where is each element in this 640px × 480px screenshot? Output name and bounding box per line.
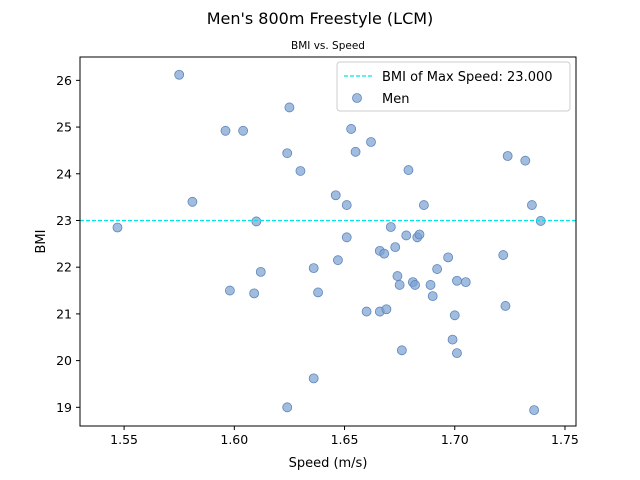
data-point [403,165,414,175]
data-point [361,306,372,317]
legend-men-swatch [352,93,362,103]
x-tick-label: 1.75 [551,432,579,447]
data-point [174,69,185,80]
data-point [308,373,319,384]
data-point [379,248,390,259]
data-point [251,216,262,227]
data-point [529,405,540,416]
data-point [425,280,436,290]
data-point [520,155,531,166]
y-tick-label: 24 [56,166,72,181]
x-axis-label: Speed (m/s) [289,456,368,471]
legend-men-label: Men [382,92,409,107]
data-point [443,252,454,263]
data-point [390,242,401,253]
legend-box [336,61,571,112]
y-axis-ticks: 19 20 21 22 23 24 25 26 [56,73,80,415]
data-point [394,280,405,290]
data-point [447,334,458,345]
legend-reference-line-label: BMI of Max Speed: 23.000 [382,70,553,85]
y-tick-label: 26 [56,73,72,88]
data-point [500,301,511,311]
x-tick-label: 1.65 [331,432,359,447]
y-tick-label: 23 [56,213,72,228]
data-point [313,287,323,298]
data-point [350,146,361,157]
y-axis-label: BMI [34,230,49,254]
y-tick-label: 25 [56,120,72,135]
data-point [452,348,462,359]
data-point [249,288,260,299]
x-tick-label: 1.70 [441,432,469,447]
chart-title: Men's 800m Freestyle (LCM) [207,9,434,28]
scatter-points [112,69,546,416]
data-point [452,275,462,286]
data-point [341,200,352,210]
data-point [385,222,396,232]
data-point [502,151,513,161]
data-point [392,271,403,281]
data-point [220,125,231,136]
data-point [460,277,471,288]
data-point [346,124,357,134]
plot-area-frame [79,56,577,427]
data-point [224,285,235,296]
data-point [333,255,343,266]
data-point [527,200,537,210]
data-point [187,196,198,207]
y-tick-label: 20 [56,353,72,368]
data-point [284,102,295,113]
data-point [341,232,352,243]
data-point [414,229,425,240]
data-point [255,266,266,277]
data-point [308,263,319,274]
data-point [366,137,376,147]
data-point [449,310,460,321]
data-point [330,190,341,201]
data-point [418,200,429,210]
data-point [282,402,293,413]
y-tick-label: 22 [56,260,72,275]
data-point [381,304,392,315]
data-point [282,148,293,159]
data-point [427,291,438,302]
data-point [410,280,420,290]
x-tick-label: 1.55 [110,432,138,447]
data-point [432,264,443,274]
data-point [238,125,249,136]
x-axis-ticks: 1.55 1.60 1.65 1.70 1.75 [110,426,579,447]
legend: BMI of Max Speed: 23.000 Men [336,61,571,112]
data-point [401,230,412,241]
chart-subtitle: BMI vs. Speed [291,40,365,52]
y-tick-label: 21 [56,306,72,321]
y-tick-label: 19 [56,400,72,415]
data-point [295,166,306,176]
x-tick-label: 1.60 [220,432,248,447]
data-point [112,222,123,233]
data-point [396,345,407,356]
data-point [498,250,509,260]
